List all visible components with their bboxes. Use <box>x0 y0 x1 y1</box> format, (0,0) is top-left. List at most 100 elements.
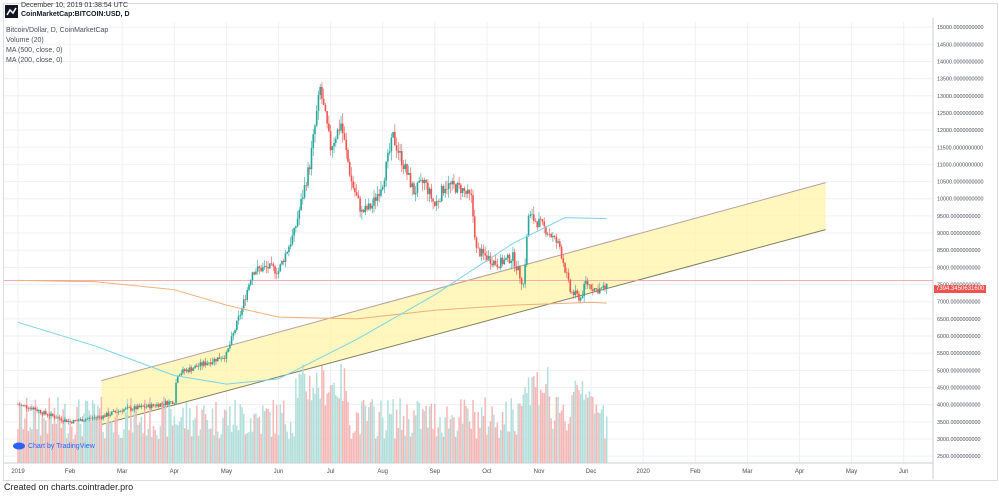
candle-body <box>385 161 387 181</box>
volume-bar <box>263 411 266 463</box>
candle-body <box>39 410 42 414</box>
candle-body <box>135 406 137 410</box>
volume-bar <box>215 402 217 463</box>
volume-bar <box>578 390 580 463</box>
candle-body <box>395 145 398 151</box>
channel-lower-line <box>101 229 826 426</box>
volume-bar <box>572 391 575 463</box>
volume-bar <box>369 402 372 463</box>
candle-body <box>465 190 467 194</box>
legend-ma500[interactable]: MA (500, close, 0) <box>6 47 63 54</box>
candle-body <box>17 404 19 406</box>
volume-bar <box>590 396 592 463</box>
volume-bar <box>355 412 358 463</box>
candle-body <box>451 180 453 185</box>
volume-bar <box>338 398 341 463</box>
volume-bar <box>36 429 38 463</box>
candle-body <box>515 266 518 271</box>
volume-bar <box>152 426 155 463</box>
volume-bar <box>586 397 589 463</box>
candle-body <box>180 373 183 376</box>
candle-body <box>241 308 243 315</box>
volume-bar <box>102 432 104 463</box>
volume-bar <box>60 427 63 463</box>
volume-bar <box>216 431 219 463</box>
y-tick-label: 10000.0000000000 <box>937 197 983 203</box>
tradingview-brand[interactable]: Chart by TradingView <box>12 442 95 450</box>
candle-body <box>156 404 158 407</box>
legend-volume[interactable]: Volume (20) <box>6 37 44 44</box>
volume-bar <box>446 406 448 463</box>
candle-body <box>32 407 35 410</box>
candle-body <box>161 403 163 404</box>
candle-body <box>296 218 299 227</box>
volume-bar <box>107 407 110 463</box>
legend-ma200[interactable]: MA (200, close, 0) <box>6 57 63 64</box>
candle-body <box>57 417 59 419</box>
candle-body <box>532 214 535 221</box>
y-tick-label: 14000.0000000000 <box>937 59 983 65</box>
candle-body <box>376 194 379 201</box>
volume-bar <box>100 396 103 463</box>
candle-body <box>541 219 544 222</box>
volume-bar <box>218 438 221 463</box>
volume-bar <box>83 413 85 463</box>
volume-bar <box>350 438 353 463</box>
volume-bar <box>477 411 479 463</box>
candle-body <box>302 197 304 200</box>
candle-body <box>220 358 222 360</box>
y-tick-label: 2500.0000000000 <box>937 454 980 460</box>
y-tick-label: 5500.0000000000 <box>937 351 980 357</box>
candle-body <box>529 214 532 217</box>
volume-bar <box>185 402 188 463</box>
volume-bar <box>364 405 367 463</box>
candle-body <box>213 358 216 363</box>
candle-body <box>328 123 330 132</box>
candle-body <box>456 182 459 193</box>
candle-body <box>468 189 471 194</box>
candle-body <box>93 417 96 419</box>
candle-body <box>597 288 599 294</box>
candle-body <box>90 417 92 419</box>
volume-bar <box>470 428 473 463</box>
candle-body <box>112 410 115 412</box>
candle-body <box>407 172 410 175</box>
candle-body <box>466 189 469 194</box>
candle-body <box>454 184 457 193</box>
candle-body <box>229 344 231 349</box>
candle-body <box>204 361 207 366</box>
candle-body <box>71 421 73 424</box>
volume-bar <box>336 396 339 463</box>
candle-body <box>88 417 91 419</box>
volume-bar <box>373 406 375 463</box>
volume-bar <box>440 432 443 463</box>
volume-bar <box>388 413 391 463</box>
volume-bar <box>406 404 408 463</box>
candle-body <box>565 272 568 274</box>
candle-body <box>508 254 511 264</box>
y-tick-label: 13000.0000000000 <box>937 94 983 100</box>
candle-body <box>197 366 200 367</box>
candle-body <box>392 132 394 138</box>
volume-bar <box>569 416 572 463</box>
volume-bar <box>543 392 545 463</box>
candle-body <box>489 256 492 264</box>
candle-body <box>147 404 150 407</box>
last-price-label: 7394.3450631600 <box>934 285 987 293</box>
candle-body <box>249 280 252 285</box>
candle-body <box>260 268 262 272</box>
volume-bar <box>90 421 92 463</box>
volume-bar <box>166 436 169 463</box>
volume-bar <box>175 424 177 463</box>
candle-body <box>126 407 129 409</box>
candle-body <box>262 267 264 272</box>
volume-bar <box>555 397 558 463</box>
candle-body <box>53 415 56 418</box>
volume-bar <box>399 398 401 463</box>
volume-bar <box>489 421 492 463</box>
candle-body <box>366 205 368 210</box>
candle-body <box>282 260 285 263</box>
candle-body <box>600 287 603 289</box>
volume-bar <box>64 403 66 463</box>
